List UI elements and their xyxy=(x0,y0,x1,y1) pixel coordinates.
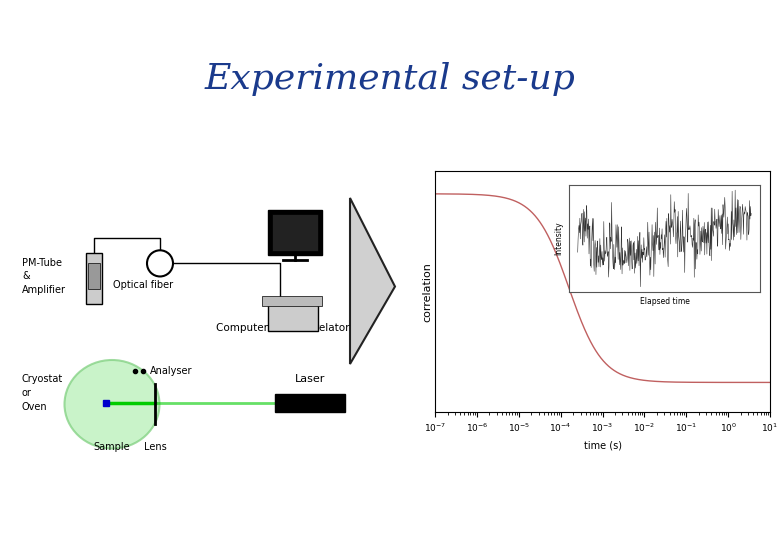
Text: Computer with Correlator: Computer with Correlator xyxy=(216,323,349,333)
Text: Experimental set-up: Experimental set-up xyxy=(204,62,576,96)
Text: GÖTEBORG UNIVERSITY: GÖTEBORG UNIVERSITY xyxy=(82,15,199,25)
Y-axis label: correlation: correlation xyxy=(422,261,432,321)
Bar xyxy=(262,295,322,306)
Text: Sample: Sample xyxy=(94,442,130,451)
Bar xyxy=(275,394,345,413)
Text: CHALMERS: CHALMERS xyxy=(15,15,83,25)
Text: Amplifier: Amplifier xyxy=(22,285,66,294)
Text: Cryostat: Cryostat xyxy=(22,374,63,384)
Text: Laser: Laser xyxy=(295,374,325,384)
Bar xyxy=(272,214,318,251)
Bar xyxy=(86,253,102,303)
Bar xyxy=(268,210,322,255)
Text: Analyser: Analyser xyxy=(150,366,193,376)
Text: PM-Tube: PM-Tube xyxy=(22,258,62,268)
Text: Lens: Lens xyxy=(144,442,166,451)
Circle shape xyxy=(147,251,173,276)
Bar xyxy=(268,302,318,331)
Ellipse shape xyxy=(65,360,159,449)
Text: or: or xyxy=(22,388,32,398)
Text: Optical fiber: Optical fiber xyxy=(113,280,173,291)
X-axis label: time (s): time (s) xyxy=(583,440,622,450)
Polygon shape xyxy=(350,198,395,364)
Text: Oven: Oven xyxy=(22,402,48,413)
Text: &: & xyxy=(22,272,30,281)
Bar xyxy=(88,264,100,288)
